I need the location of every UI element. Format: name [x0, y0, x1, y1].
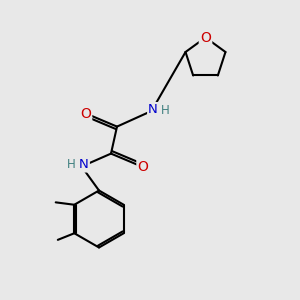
- Text: N: N: [79, 158, 89, 172]
- Text: N: N: [148, 103, 158, 116]
- Text: O: O: [80, 107, 91, 121]
- Text: O: O: [200, 31, 211, 44]
- Text: H: H: [67, 158, 76, 172]
- Text: H: H: [160, 103, 169, 117]
- Text: O: O: [138, 160, 148, 174]
